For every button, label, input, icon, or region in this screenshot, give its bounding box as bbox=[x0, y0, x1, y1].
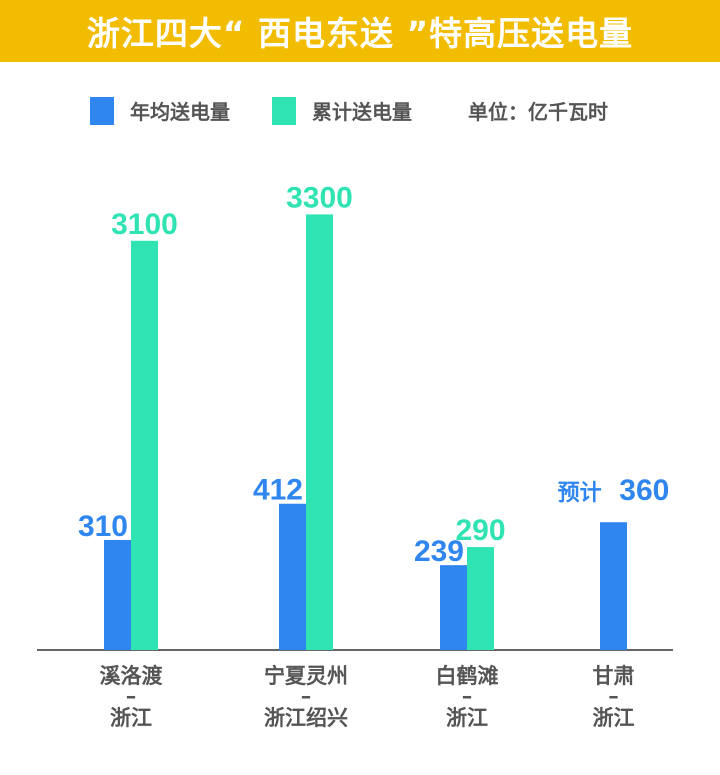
bar-annual bbox=[440, 565, 467, 650]
legend-swatch-cumulative bbox=[272, 96, 296, 125]
legend-swatch-annual bbox=[90, 96, 114, 125]
data-label-annual: 310 bbox=[78, 510, 128, 543]
data-label-cumulative: 3100 bbox=[111, 208, 178, 241]
legend: 年均送电量 累计送电量 单位：亿千瓦时 bbox=[90, 96, 608, 125]
category-label-destination: 浙江 bbox=[446, 705, 488, 730]
category-label-origin: 宁夏灵州 bbox=[264, 663, 348, 688]
bar-annual bbox=[279, 503, 306, 650]
estimate-prefix: 预计 bbox=[558, 481, 610, 506]
category-label-separator: – bbox=[608, 683, 619, 708]
category-label-origin: 白鹤滩 bbox=[436, 663, 499, 688]
data-label-annual: 239 bbox=[414, 535, 464, 568]
category-label-destination: 浙江绍兴 bbox=[264, 705, 348, 730]
data-label-annual: 预计 360 bbox=[558, 474, 670, 507]
data-label-annual: 412 bbox=[253, 474, 303, 507]
category-label-destination: 浙江 bbox=[110, 705, 152, 730]
chart-title: 浙江四大“ 西电东送 ”特高压送电量 bbox=[86, 14, 634, 53]
bar-cumulative bbox=[467, 547, 494, 650]
bar-cumulative bbox=[131, 240, 158, 651]
estimate-value: 360 bbox=[619, 474, 669, 507]
bar-cumulative bbox=[306, 214, 333, 650]
category-label-destination: 浙江 bbox=[593, 705, 635, 730]
legend-item-annual: 年均送电量 bbox=[90, 96, 230, 125]
data-label-cumulative: 3300 bbox=[286, 181, 353, 214]
category-label-separator: – bbox=[301, 683, 312, 708]
category-label-separator: – bbox=[126, 683, 137, 708]
legend-label-annual: 年均送电量 bbox=[130, 100, 230, 124]
category-label-origin: 甘肃 bbox=[593, 663, 635, 688]
category-label-separator: – bbox=[462, 683, 473, 708]
legend-item-cumulative: 累计送电量 bbox=[272, 96, 412, 125]
data-label-cumulative: 290 bbox=[455, 514, 505, 547]
title-banner: 浙江四大“ 西电东送 ”特高压送电量 bbox=[0, 0, 720, 62]
bar-annual bbox=[104, 539, 131, 650]
category-label-origin: 溪洛渡 bbox=[100, 663, 164, 688]
unit-label: 单位：亿千瓦时 bbox=[468, 100, 608, 124]
bar-annual bbox=[600, 522, 627, 650]
legend-label-cumulative: 累计送电量 bbox=[312, 100, 412, 124]
